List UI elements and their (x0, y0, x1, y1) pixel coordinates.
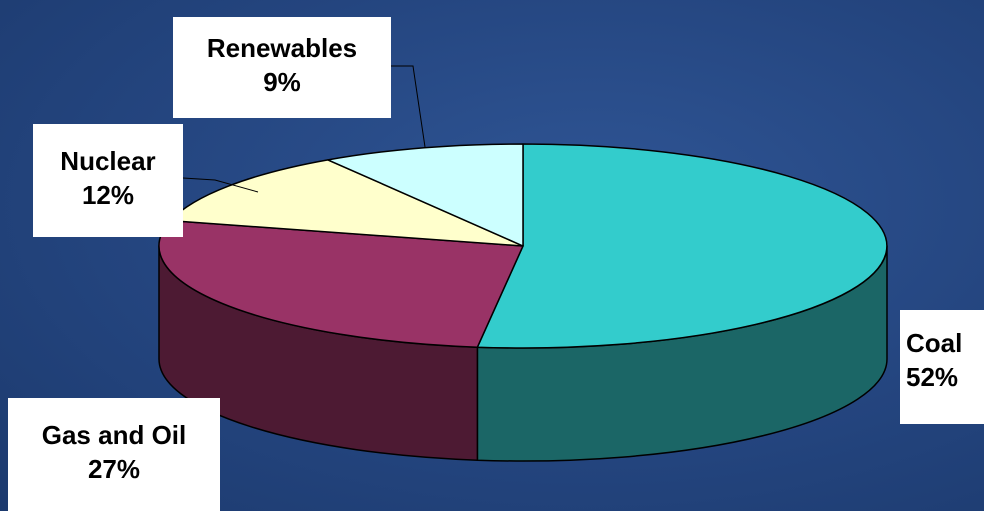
label-renewables-name: Renewables (206, 33, 358, 63)
label-coal-value: 52% (906, 362, 959, 392)
leader-line-nuclear (182, 177, 259, 193)
leader-line-renewables (391, 65, 426, 148)
label-nuclear-name: Nuclear (60, 146, 156, 176)
label-gas-and-oil-name: Gas and Oil (41, 420, 187, 450)
label-nuclear: Nuclear 12% (33, 124, 183, 237)
pie-slice-renewables (327, 143, 524, 247)
label-coal: Coal 52% (900, 310, 984, 424)
pie-slice-coal (476, 143, 888, 349)
label-coal-name: Coal (906, 328, 963, 358)
label-renewables: Renewables 9% (173, 17, 391, 118)
label-gas-and-oil: Gas and Oil 27% (8, 398, 220, 511)
label-gas-and-oil-value: 27% (87, 454, 141, 484)
pie-slice-gas-and-oil (158, 219, 524, 348)
label-renewables-value: 9% (263, 67, 301, 97)
label-nuclear-value: 12% (81, 180, 135, 210)
